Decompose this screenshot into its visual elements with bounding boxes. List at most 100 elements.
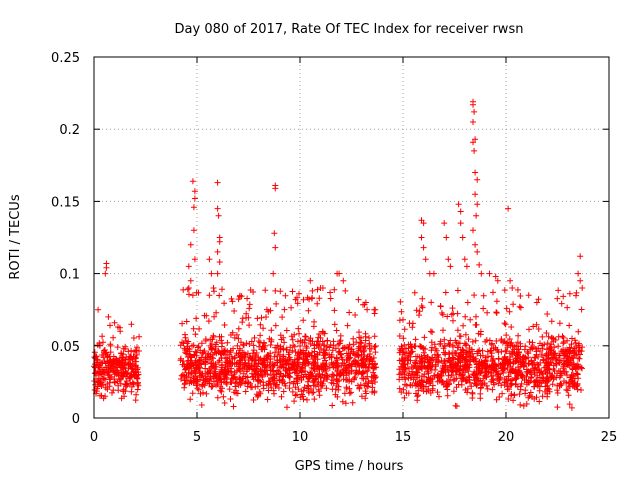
data-point: [279, 314, 286, 321]
data-point: [132, 368, 139, 375]
data-point: [368, 377, 375, 384]
data-point: [303, 345, 310, 351]
data-point: [180, 286, 187, 293]
data-point: [264, 361, 271, 368]
data-point: [493, 309, 500, 316]
data-point: [366, 334, 372, 341]
data-point: [300, 387, 307, 394]
data-point: [444, 392, 451, 399]
data-point: [564, 387, 571, 394]
data-point: [216, 333, 223, 340]
data-point: [201, 312, 208, 319]
data-point: [539, 333, 546, 340]
data-point: [289, 347, 296, 354]
data-point: [190, 204, 197, 211]
data-point: [227, 347, 234, 354]
data-point: [95, 372, 102, 379]
data-point: [136, 333, 143, 340]
data-point: [555, 343, 562, 350]
data-point: [101, 358, 108, 364]
data-point: [128, 321, 135, 328]
data-point: [197, 347, 204, 354]
data-point: [427, 390, 434, 396]
data-point: [193, 382, 200, 389]
data-point: [441, 358, 447, 365]
data-point: [453, 403, 460, 410]
data-point: [327, 295, 334, 302]
data-point: [419, 295, 426, 302]
data-point: [518, 373, 525, 379]
data-point: [556, 352, 563, 359]
data-point: [216, 259, 223, 265]
data-point: [514, 383, 521, 390]
data-point: [422, 346, 429, 352]
data-point: [575, 270, 582, 277]
data-point: [480, 305, 487, 312]
data-point: [252, 353, 259, 360]
data-point: [492, 362, 499, 369]
data-point: [523, 376, 530, 383]
data-point: [545, 333, 552, 340]
data-point: [263, 306, 270, 313]
data-point: [218, 388, 225, 395]
data-point: [271, 230, 278, 237]
data-point: [275, 348, 282, 355]
data-point: [183, 318, 190, 325]
data-point: [483, 382, 490, 389]
data-point: [280, 388, 287, 395]
y-tick-label: 0.15: [51, 195, 80, 210]
data-point: [412, 336, 419, 343]
data-point: [101, 366, 108, 373]
data-point: [470, 371, 477, 378]
data-point: [419, 363, 425, 370]
data-point: [231, 308, 238, 314]
data-point: [439, 311, 446, 318]
data-point: [501, 320, 508, 327]
data-point: [235, 325, 242, 332]
data-point: [94, 359, 101, 366]
data-point: [401, 361, 408, 368]
data-point: [213, 382, 220, 389]
data-point: [447, 337, 454, 344]
data-point: [339, 398, 346, 405]
data-point: [233, 331, 240, 338]
data-point: [472, 169, 479, 176]
data-point: [526, 392, 533, 399]
data-point: [133, 391, 140, 398]
data-point: [496, 394, 503, 400]
data-point: [564, 353, 571, 360]
data-point: [216, 292, 223, 299]
data-point: [309, 349, 315, 356]
data-point: [268, 327, 275, 334]
data-point: [336, 270, 343, 277]
data-point: [424, 368, 431, 375]
data-point: [471, 147, 478, 154]
data-point: [258, 314, 265, 321]
data-point: [508, 391, 515, 397]
data-point: [371, 388, 378, 395]
data-point: [437, 341, 443, 348]
data-point: [208, 270, 215, 277]
data-point: [529, 339, 536, 346]
data-point: [489, 340, 495, 347]
data-point: [409, 324, 416, 331]
data-point: [271, 375, 278, 382]
data-point: [433, 356, 440, 363]
data-point: [331, 321, 338, 328]
data-point: [477, 377, 484, 384]
data-point: [456, 340, 463, 347]
data-point: [333, 327, 340, 334]
data-point: [132, 355, 139, 362]
data-point: [298, 377, 305, 383]
data-point: [310, 389, 317, 396]
data-point: [180, 358, 187, 365]
data-point: [128, 347, 135, 354]
data-point: [133, 374, 140, 381]
data-point: [417, 383, 424, 390]
data-point: [331, 307, 338, 314]
data-point: [218, 343, 225, 350]
data-point: [566, 290, 573, 297]
data-point: [577, 253, 584, 260]
data-point: [445, 355, 452, 362]
